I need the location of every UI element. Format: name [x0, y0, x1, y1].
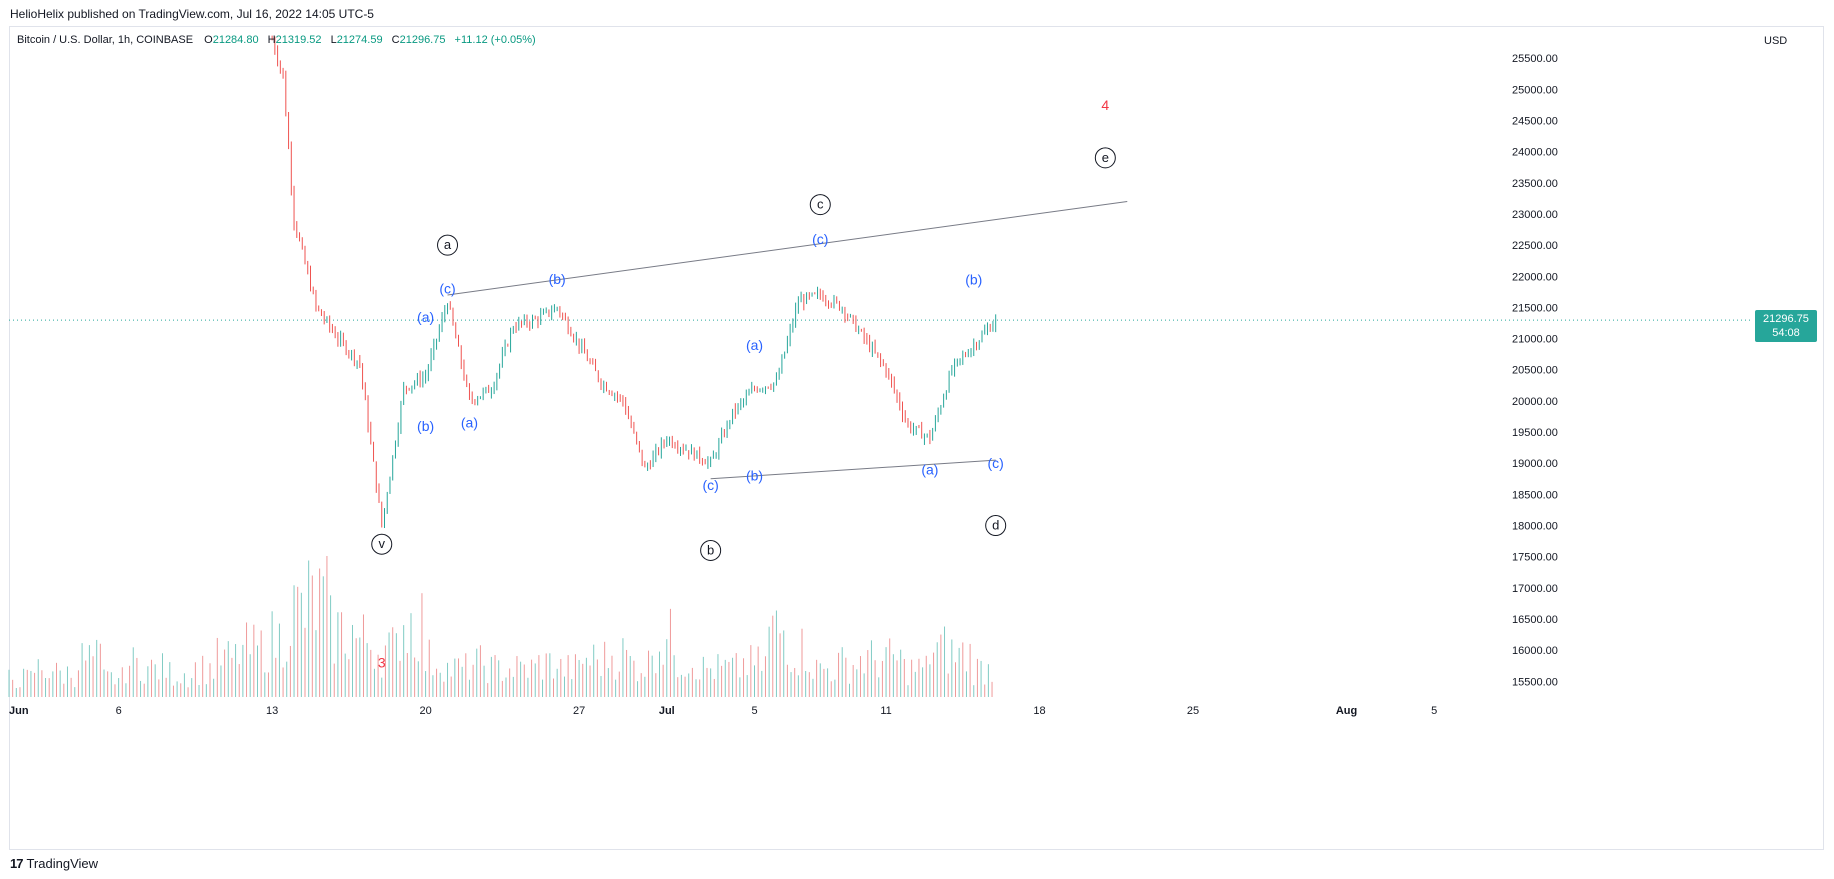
time-tick-label: Jul [659, 705, 675, 717]
wave-label-blue: (c) [439, 281, 455, 297]
wave-label-blue: (a) [417, 309, 434, 325]
chart-frame[interactable] [9, 26, 1824, 850]
tradingview-icon: 17 [10, 856, 24, 871]
price-tick-label: 18000.00 [1512, 521, 1558, 533]
wave-label-blue: (c) [812, 231, 828, 247]
wave-label-blue: (a) [921, 461, 938, 477]
price-tick-label: 25500.00 [1512, 53, 1558, 65]
time-tick-label: 5 [751, 705, 757, 717]
price-tick-label: 16500.00 [1512, 614, 1558, 626]
price-tick-label: 18500.00 [1512, 489, 1558, 501]
time-tick-label: 13 [266, 705, 278, 717]
time-tick-label: 20 [419, 705, 431, 717]
wave-label-blue: (a) [746, 337, 763, 353]
price-tick-label: 23000.00 [1512, 209, 1558, 221]
symbol-title[interactable]: Bitcoin / U.S. Dollar, 1h, COINBASE [17, 34, 194, 46]
wave-label-circled: e [1102, 150, 1109, 165]
price-tick-label: 21500.00 [1512, 302, 1558, 314]
wave-circle [437, 234, 459, 256]
open-label: O [204, 34, 213, 46]
time-tick-label: 11 [880, 705, 891, 717]
wave-label-blue: (b) [417, 418, 434, 434]
price-tick-label: 20000.00 [1512, 396, 1558, 408]
wave-circle [371, 533, 393, 555]
low-label: L [330, 34, 337, 46]
wave-label-circled: b [707, 542, 714, 557]
tradingview-logo[interactable]: 17 TradingView [10, 856, 98, 871]
last-price-value: 21296.75 [1763, 313, 1809, 326]
wave-label-blue: (b) [549, 271, 566, 287]
volume-bars [8, 556, 993, 697]
price-tick-label: 20500.00 [1512, 365, 1558, 377]
wave-label-circled: a [444, 237, 452, 252]
tradingview-brand: TradingView [26, 856, 99, 871]
price-tick-label: 24500.00 [1512, 115, 1558, 127]
price-tick-label: 22500.00 [1512, 240, 1558, 252]
wave-label-circled: c [817, 197, 824, 212]
wave-circle [985, 515, 1007, 537]
price-tick-label: 17000.00 [1512, 583, 1558, 595]
wave-annotations: a c e b d v 4 3 (a) (c) (b) (b) (a) (c) (b) (a) (c) (b) (a… [371, 97, 1116, 671]
time-tick-label: 6 [116, 705, 122, 717]
close-value: 21296.75 [399, 34, 446, 46]
wave-label-blue: (c) [702, 477, 718, 493]
high-label: H [267, 34, 276, 46]
price-tick-label: 15500.00 [1512, 676, 1558, 688]
wave-label-circled: d [992, 518, 999, 533]
price-tick-label: 25000.00 [1512, 84, 1558, 96]
wave-label-red: 3 [378, 655, 386, 671]
high-value: 21319.52 [275, 34, 322, 46]
price-tick-label: 17500.00 [1512, 552, 1558, 564]
publisher-line: HelioHelix published on TradingView.com,… [10, 7, 374, 21]
time-axis[interactable]: Jun 6 13 20 27 Jul 5 11 18 25 Aug 5 [9, 705, 1437, 717]
wave-label-blue: (b) [965, 271, 982, 287]
trendline[interactable] [447, 200, 1128, 296]
wave-label-circled: v [379, 536, 386, 551]
wave-circle [700, 539, 722, 561]
open-value: 21284.80 [212, 34, 259, 46]
trendline[interactable] [710, 459, 996, 480]
price-tick-label: 23500.00 [1512, 178, 1558, 190]
wave-circle [809, 194, 831, 216]
price-axis[interactable]: 15500.00 16000.00 16500.00 17000.00 17500.00… [1512, 53, 1558, 688]
time-tick-label: Jun [9, 705, 29, 717]
candles [271, 35, 997, 529]
wave-label-blue: (a) [461, 415, 478, 431]
wave-circle [1094, 147, 1116, 169]
time-tick-label: 18 [1033, 705, 1045, 717]
price-tick-label: 16000.00 [1512, 645, 1558, 657]
time-tick-label: 25 [1187, 705, 1199, 717]
trendlines[interactable] [447, 200, 1128, 480]
time-tick-label: 5 [1431, 705, 1437, 717]
bar-countdown: 54:08 [1772, 327, 1800, 340]
low-value: 21274.59 [336, 34, 383, 46]
time-tick-label: 27 [573, 705, 585, 717]
axis-currency: USD [1764, 35, 1787, 47]
wave-label-red: 4 [1101, 97, 1109, 113]
price-tick-label: 19000.00 [1512, 458, 1558, 470]
price-tick-label: 19500.00 [1512, 427, 1558, 439]
wave-label-blue: (c) [988, 455, 1004, 471]
time-tick-label: Aug [1336, 705, 1357, 717]
price-tick-label: 22000.00 [1512, 271, 1558, 283]
change-value: +11.12 (+0.05%) [454, 34, 536, 46]
price-tick-label: 24000.00 [1512, 147, 1558, 159]
symbol-legend: Bitcoin / U.S. Dollar, 1h, COINBASE O212… [17, 34, 542, 46]
wave-label-blue: (b) [746, 468, 763, 484]
price-tick-label: 21000.00 [1512, 334, 1558, 346]
close-label: C [391, 34, 400, 46]
last-price-tag: 21296.75 54:08 [1755, 310, 1817, 343]
